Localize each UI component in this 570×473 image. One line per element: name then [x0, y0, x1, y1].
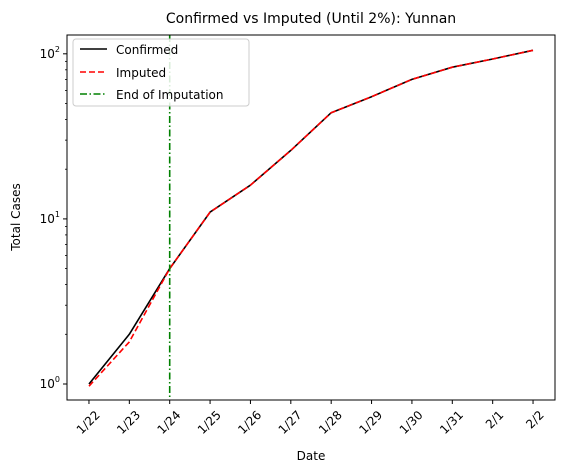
x-tick-label: 1/25 [195, 408, 224, 437]
legend: Confirmed Imputed End of Imputation [72, 38, 250, 107]
x-tick-label: 2/2 [523, 408, 547, 432]
x-axis-ticks: 1/22 1/23 1/24 1/25 1/26 1/27 1/28 1/29 1/30 1/31… [74, 400, 547, 437]
x-tick-label: 1/26 [235, 408, 264, 437]
legend-label-end-of-imputation: End of Imputation [116, 88, 224, 102]
x-tick-label: 1/24 [155, 408, 184, 437]
x-tick-label: 1/31 [437, 408, 466, 437]
x-tick-label: 1/30 [397, 408, 426, 437]
legend-label-confirmed: Confirmed [116, 43, 178, 57]
x-tick-label: 1/29 [356, 408, 385, 437]
y-tick-label: 101 [40, 210, 60, 226]
x-axis-label: Date [297, 449, 326, 463]
x-tick-label: 2/1 [483, 408, 507, 432]
legend-box [72, 38, 250, 107]
y-tick-label: 102 [40, 45, 60, 61]
series-line-imputed [88, 49, 534, 387]
x-tick-label: 1/22 [74, 408, 103, 437]
chart-title: Confirmed vs Imputed (Until 2%): Yunnan [166, 11, 456, 27]
plot-frame [66, 34, 556, 401]
x-tick-label: 1/27 [276, 408, 305, 437]
y-axis-label: Total Cases [9, 183, 23, 251]
y-axis-ticks: 100 101 102 [40, 45, 67, 391]
y-tick-label: 100 [40, 375, 60, 391]
x-tick-label: 1/23 [114, 408, 143, 437]
x-tick-label: 1/28 [316, 408, 345, 437]
legend-label-imputed: Imputed [116, 66, 166, 80]
